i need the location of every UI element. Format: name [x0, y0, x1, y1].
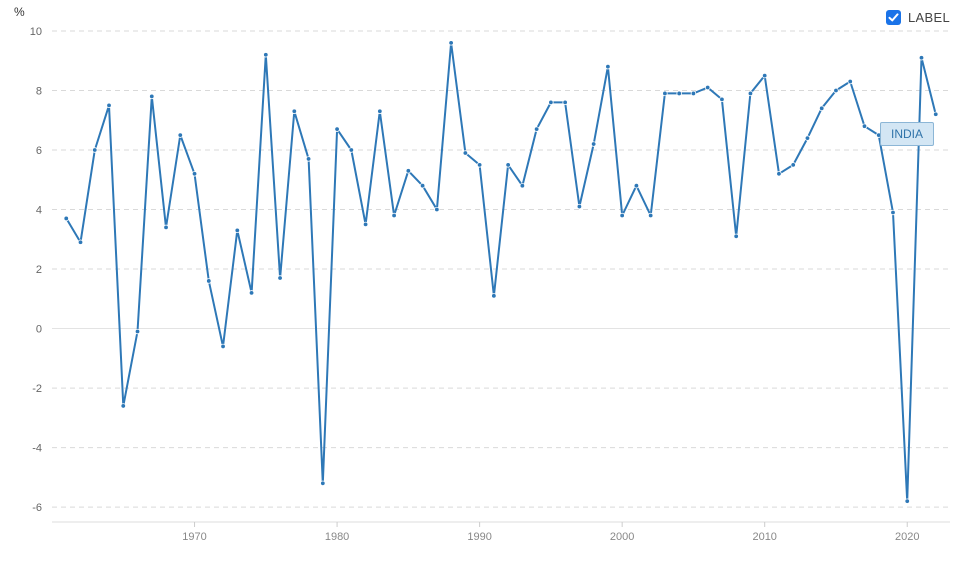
series-lines [65, 41, 937, 503]
data-point[interactable] [263, 52, 269, 58]
data-point[interactable] [519, 183, 526, 189]
data-point[interactable] [106, 102, 112, 109]
data-point[interactable] [933, 111, 939, 117]
y-tick-label: 4 [36, 205, 42, 217]
data-point[interactable] [647, 212, 654, 219]
series-line [65, 41, 937, 503]
data-point[interactable] [334, 126, 340, 132]
data-point[interactable] [562, 99, 568, 106]
y-tick-label: -4 [32, 443, 42, 455]
data-point[interactable] [220, 343, 226, 350]
data-point[interactable] [348, 147, 355, 153]
data-point[interactable] [890, 209, 896, 216]
x-tick-label: 1980 [325, 531, 349, 543]
data-point[interactable] [149, 93, 155, 100]
data-point[interactable] [790, 162, 796, 168]
y-tick-label: -2 [32, 383, 42, 395]
data-point[interactable] [163, 224, 169, 231]
data-point[interactable] [434, 206, 440, 213]
data-point[interactable] [733, 233, 739, 239]
data-point[interactable] [690, 90, 697, 97]
data-point[interactable] [619, 212, 625, 219]
data-point[interactable] [704, 84, 711, 91]
data-point[interactable] [362, 221, 369, 228]
data-point[interactable] [320, 480, 326, 487]
data-point[interactable] [377, 108, 383, 115]
legend[interactable]: LABEL [886, 10, 950, 25]
data-point[interactable] [177, 132, 183, 138]
x-tick-label: 2000 [610, 531, 634, 543]
data-point[interactable] [548, 99, 554, 106]
data-point[interactable] [462, 150, 469, 156]
x-tick-label: 2020 [895, 531, 919, 543]
x-tick-label: 2010 [752, 531, 776, 543]
data-point[interactable] [761, 72, 768, 79]
data-point[interactable] [776, 171, 782, 177]
data-point[interactable] [92, 147, 98, 153]
data-point[interactable] [248, 290, 255, 296]
data-point[interactable] [719, 96, 725, 103]
data-point[interactable] [291, 108, 298, 115]
data-point[interactable] [605, 63, 611, 70]
data-point[interactable] [804, 135, 811, 141]
data-point[interactable] [662, 90, 668, 97]
data-point[interactable] [505, 162, 511, 168]
data-point[interactable] [491, 293, 497, 299]
data-point[interactable] [305, 156, 312, 162]
data-point[interactable] [590, 141, 597, 147]
grid-lines [52, 30, 950, 523]
data-point[interactable] [448, 40, 454, 46]
data-point[interactable] [918, 55, 925, 61]
y-axis-ticks: -6 -4 -2 0 2 4 6 8 10 [30, 26, 42, 514]
data-point[interactable] [191, 171, 198, 177]
data-point[interactable] [833, 87, 839, 94]
data-point[interactable] [391, 212, 397, 219]
data-point[interactable] [77, 239, 84, 245]
y-tick-label: 8 [36, 85, 42, 97]
legend-checkbox[interactable] [886, 10, 902, 25]
data-point[interactable] [861, 123, 868, 129]
x-tick-label: 1990 [467, 531, 491, 543]
data-point[interactable] [904, 498, 910, 504]
data-point[interactable] [277, 275, 283, 281]
x-tick-label: 1970 [182, 531, 206, 543]
data-point[interactable] [419, 183, 426, 189]
checkmark-icon [888, 13, 899, 22]
data-point[interactable] [405, 168, 412, 174]
x-axis-ticks: 1970 1980 1990 2000 2010 2020 [182, 522, 919, 543]
y-axis-unit: % [14, 5, 25, 19]
data-point[interactable] [533, 126, 540, 132]
legend-label: LABEL [908, 10, 950, 25]
y-tick-label: 0 [36, 324, 42, 336]
data-point[interactable] [120, 403, 126, 409]
data-point[interactable] [63, 215, 69, 222]
data-point[interactable] [134, 328, 141, 335]
y-tick-label: -6 [32, 502, 42, 514]
data-point[interactable] [676, 90, 682, 97]
data-point[interactable] [476, 162, 483, 168]
data-point[interactable] [819, 105, 825, 112]
series-points [63, 40, 939, 504]
data-point[interactable] [206, 278, 212, 284]
series-label-india: INDIA [880, 122, 935, 146]
data-point[interactable] [847, 78, 853, 85]
y-tick-label: 6 [36, 145, 42, 157]
y-tick-label: 2 [36, 264, 42, 276]
data-point[interactable] [576, 203, 583, 210]
data-point[interactable] [747, 90, 754, 97]
y-tick-label: 10 [30, 26, 42, 38]
data-point[interactable] [633, 183, 640, 189]
data-point[interactable] [234, 227, 241, 234]
